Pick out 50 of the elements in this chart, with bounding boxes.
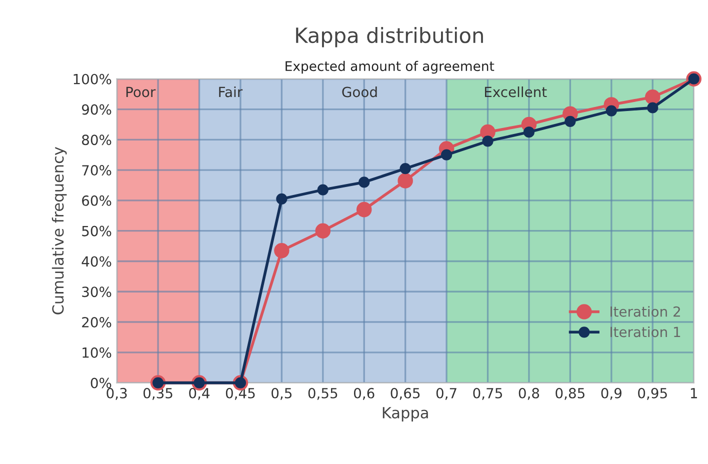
x-tick-label: 0,45 xyxy=(226,388,255,400)
point xyxy=(644,89,660,105)
point xyxy=(276,193,288,204)
point xyxy=(358,176,370,188)
y-tick-label: 90% xyxy=(82,104,112,115)
band-label: Fair xyxy=(219,86,243,98)
x-tick-label: 1 xyxy=(690,388,697,398)
band-label: Poor xyxy=(126,86,156,98)
x-tick-label: 0,7 xyxy=(436,388,456,400)
point xyxy=(482,136,494,147)
point xyxy=(647,102,658,114)
chart-subtitle: Expected amount of agreement xyxy=(286,60,494,74)
legend-label: Iteration 1 xyxy=(610,326,680,338)
point xyxy=(274,242,290,258)
band-label: Excellent xyxy=(485,86,547,98)
band-label: Good xyxy=(342,86,377,98)
y-tick-label: 70% xyxy=(82,165,112,176)
chart-title: Kappa distribution xyxy=(296,27,483,48)
point xyxy=(606,105,617,116)
y-tick-label: 50% xyxy=(82,226,112,236)
x-tick-label: 0,8 xyxy=(518,388,540,400)
x-tick-label: 0,85 xyxy=(556,388,584,400)
point xyxy=(523,126,535,138)
point xyxy=(564,116,576,127)
point xyxy=(356,202,372,218)
x-tick-label: 0,65 xyxy=(390,388,420,400)
x-tick-label: 0,5 xyxy=(272,388,292,400)
point xyxy=(317,184,328,196)
point xyxy=(315,223,331,238)
y-tick-label: 0% xyxy=(90,378,112,388)
y-tick-label: 80% xyxy=(82,134,112,146)
y-axis-title: Cumulative frequency xyxy=(52,146,67,314)
y-tick-label: 10% xyxy=(82,347,112,358)
y-tick-label: 100% xyxy=(74,74,112,84)
point xyxy=(400,162,411,174)
y-tick-label: 40% xyxy=(82,256,112,267)
legend-label: Iteration 2 xyxy=(610,306,680,317)
y-tick-label: 30% xyxy=(82,286,112,298)
y-tick-label: 60% xyxy=(82,195,112,206)
point xyxy=(440,149,452,160)
x-tick-label: 0,75 xyxy=(473,388,502,400)
x-tick-label: 0,9 xyxy=(601,388,622,400)
x-tick-label: 0,3 xyxy=(106,388,127,400)
x-tick-label: 0,6 xyxy=(354,388,374,400)
point xyxy=(398,173,413,188)
y-tick-label: 20% xyxy=(82,316,112,328)
x-axis-title: Kappa xyxy=(382,407,428,422)
x-tick-label: 0,95 xyxy=(638,388,667,400)
x-tick-label: 0,55 xyxy=(308,388,338,400)
x-tick-label: 0,4 xyxy=(189,388,210,400)
